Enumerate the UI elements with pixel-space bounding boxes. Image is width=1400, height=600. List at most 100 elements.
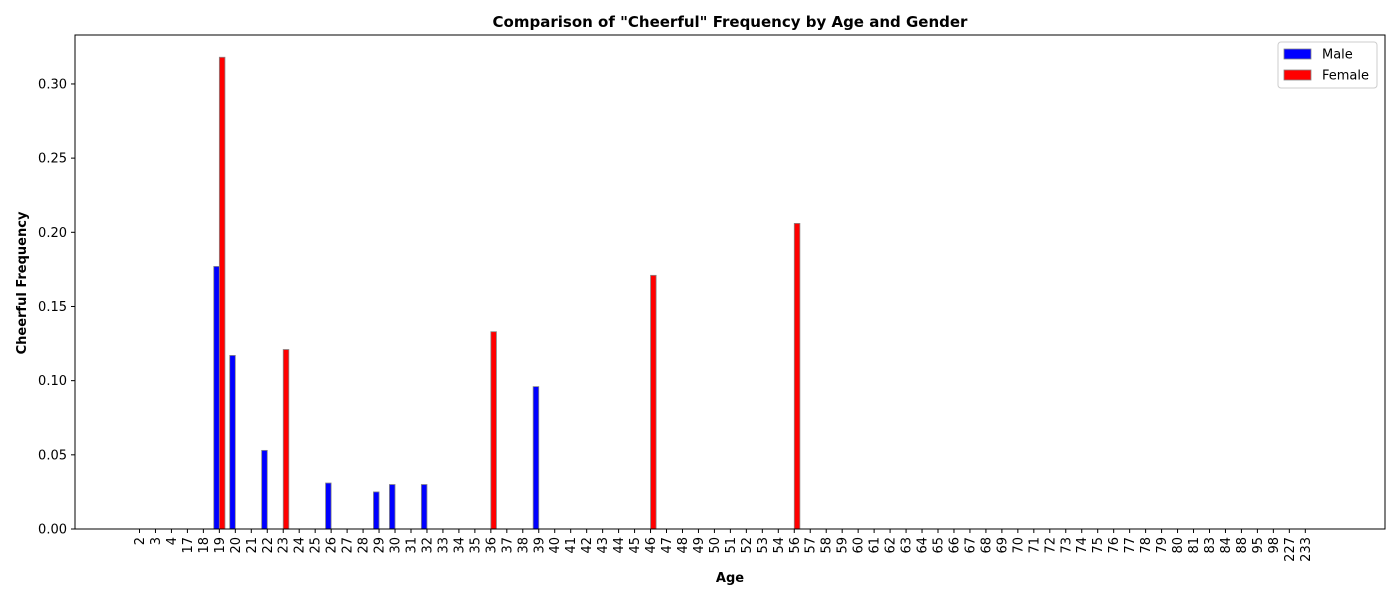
x-tick-label: 88 — [1235, 537, 1250, 554]
x-tick-label: 50 — [708, 537, 723, 554]
x-tick-label: 22 — [261, 537, 276, 554]
x-tick-label: 80 — [1171, 537, 1186, 554]
x-tick-label: 69 — [995, 537, 1010, 554]
x-tick-label: 28 — [357, 537, 372, 554]
x-tick-label: 70 — [1011, 537, 1026, 554]
x-tick-label: 67 — [963, 537, 978, 554]
x-tick-label: 4 — [165, 537, 180, 545]
x-tick-label: 66 — [947, 537, 962, 554]
x-tick-label: 75 — [1091, 537, 1106, 554]
x-tick-label: 62 — [884, 537, 899, 554]
legend-label-female: Female — [1322, 69, 1369, 84]
x-tick-label: 36 — [484, 537, 499, 554]
bar-female-23 — [282, 349, 290, 530]
x-tick-label: 233 — [1299, 537, 1314, 562]
bar-male-30 — [389, 484, 396, 530]
x-tick-label: 79 — [1155, 537, 1170, 554]
chart-title: Comparison of "Cheerful" Frequency by Ag… — [493, 13, 968, 31]
x-tick-label: 83 — [1203, 537, 1218, 554]
legend-swatch-female — [1283, 69, 1312, 81]
x-tick-label: 78 — [1139, 537, 1154, 554]
x-tick-label: 42 — [580, 537, 595, 554]
x-tick-label: 81 — [1187, 537, 1202, 554]
x-tick-label: 60 — [852, 537, 867, 554]
x-tick-label: 33 — [436, 537, 451, 554]
x-tick-label: 227 — [1283, 537, 1298, 562]
x-tick-label: 63 — [900, 537, 915, 554]
x-tick-label: 38 — [516, 537, 531, 554]
bar-female-46 — [650, 274, 657, 530]
bar-male-19 — [213, 266, 220, 530]
y-tick-label: 0.20 — [38, 226, 67, 241]
x-tick-label: 64 — [916, 537, 931, 554]
x-tick-label: 47 — [660, 537, 675, 554]
x-tick-label: 30 — [389, 537, 404, 554]
x-tick-label: 19 — [213, 537, 228, 554]
x-tick-label: 27 — [341, 537, 356, 554]
y-tick-label: 0.10 — [38, 374, 67, 389]
x-tick-label: 65 — [932, 537, 947, 554]
x-tick-label: 57 — [804, 537, 819, 554]
x-tick-label: 58 — [820, 537, 835, 554]
y-tick-label: 0.15 — [38, 300, 67, 315]
y-tick-label: 0.25 — [38, 152, 67, 167]
x-tick-label: 43 — [596, 537, 611, 554]
x-tick-label: 76 — [1107, 537, 1122, 554]
x-tick-label: 84 — [1219, 537, 1234, 554]
x-tick-label: 95 — [1251, 537, 1266, 554]
x-tick-label: 52 — [740, 537, 755, 554]
x-tick-label: 35 — [468, 537, 483, 554]
x-tick-label: 61 — [868, 537, 883, 554]
x-tick-label: 54 — [772, 537, 787, 554]
x-tick-label: 25 — [309, 537, 324, 554]
x-tick-label: 17 — [181, 537, 196, 554]
x-tick-label: 45 — [628, 537, 643, 554]
x-tick-label: 41 — [564, 537, 579, 554]
x-tick-label: 53 — [756, 537, 771, 554]
x-tick-label: 37 — [500, 537, 515, 554]
x-tick-label: 39 — [532, 537, 547, 554]
y-tick-label: 0.05 — [38, 448, 67, 463]
x-tick-label: 32 — [420, 537, 435, 554]
legend-label-male: Male — [1322, 48, 1353, 63]
y-tick-label: 0.00 — [38, 523, 67, 538]
legend-swatch-male — [1283, 48, 1312, 60]
x-tick-label: 59 — [836, 537, 851, 554]
x-tick-label: 44 — [612, 537, 627, 554]
x-tick-label: 21 — [245, 537, 260, 554]
x-tick-label: 74 — [1075, 537, 1090, 554]
plot-frame — [74, 34, 1386, 530]
x-tick-label: 2 — [133, 537, 148, 545]
x-tick-label: 68 — [979, 537, 994, 554]
bar-male-29 — [373, 491, 380, 530]
x-tick-label: 77 — [1123, 537, 1138, 554]
y-axis-label: Cheerful Frequency — [15, 211, 30, 354]
x-tick-label: 73 — [1059, 537, 1074, 554]
bar-male-26 — [325, 482, 332, 530]
x-tick-label: 18 — [197, 537, 212, 554]
x-tick-label: 71 — [1027, 537, 1042, 554]
x-tick-label: 34 — [452, 537, 467, 554]
x-tick-label: 20 — [229, 537, 244, 554]
x-tick-label: 48 — [676, 537, 691, 554]
x-tick-label: 23 — [277, 537, 292, 554]
x-tick-label: 49 — [692, 537, 707, 554]
bar-male-22 — [261, 449, 268, 530]
x-tick-label: 51 — [724, 537, 739, 554]
x-tick-label: 40 — [548, 537, 563, 554]
x-tick-label: 98 — [1267, 537, 1282, 554]
bar-male-32 — [420, 484, 428, 530]
y-tick-label: 0.30 — [38, 77, 67, 92]
x-tick-label: 24 — [293, 537, 308, 554]
bar-male-39 — [532, 386, 540, 530]
plot-area: 0.000.050.100.150.200.250.302 3 4 17 18 19 20 2… — [38, 34, 1386, 562]
bar-female-19 — [218, 56, 226, 530]
bar-male-20 — [229, 355, 236, 530]
x-tick-label: 31 — [404, 537, 419, 554]
x-axis-label: Age — [716, 571, 744, 586]
x-tick-label: 3 — [149, 537, 164, 545]
x-tick-label: 46 — [644, 537, 659, 554]
x-tick-label: 56 — [788, 537, 803, 554]
